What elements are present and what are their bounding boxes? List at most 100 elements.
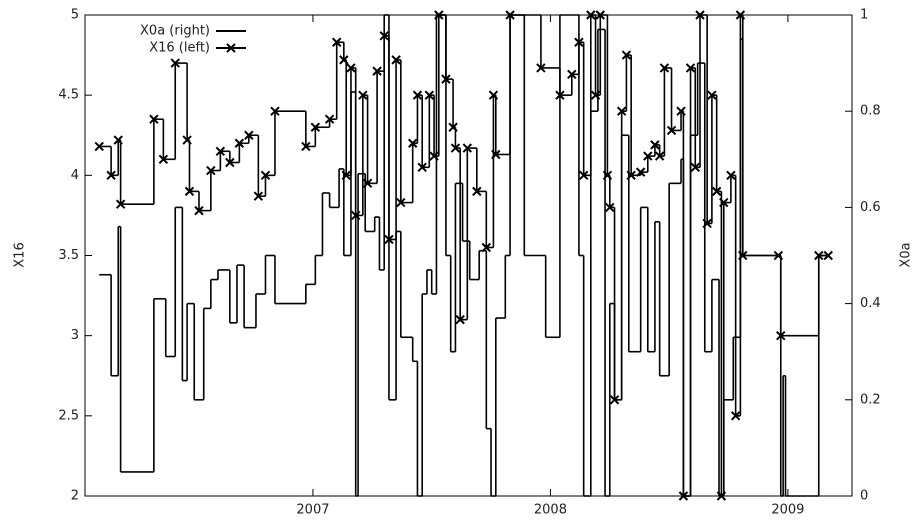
point-marker	[676, 106, 686, 116]
point-marker	[685, 63, 696, 73]
point-marker	[158, 154, 169, 165]
y2-tick-label: 0.6	[860, 200, 881, 215]
point-marker	[379, 31, 389, 41]
point-marker	[372, 66, 382, 76]
point-marker	[270, 106, 280, 116]
point-marker	[184, 186, 195, 197]
point-marker	[719, 197, 729, 208]
point-marker	[429, 151, 439, 161]
point-marker	[113, 135, 123, 145]
point-marker	[481, 242, 492, 253]
point-marker	[567, 69, 577, 80]
point-marker	[776, 330, 786, 341]
y-axis-label: X16	[13, 242, 28, 267]
point-marker	[586, 10, 596, 20]
point-marker	[773, 250, 784, 261]
point-marker	[690, 162, 700, 173]
x-tick-label: 2008	[534, 503, 567, 518]
point-marker	[578, 170, 589, 181]
point-marker	[234, 138, 245, 148]
y-tick-label: 3	[71, 328, 79, 343]
point-marker	[244, 130, 254, 140]
point-marker	[362, 178, 373, 189]
y2-tick-label: 0.2	[860, 392, 881, 407]
point-marker	[324, 114, 335, 124]
point-marker	[106, 170, 116, 181]
point-marker	[621, 50, 632, 60]
point-marker	[253, 191, 264, 201]
point-marker	[605, 202, 615, 213]
point-marker	[707, 90, 717, 100]
point-marker	[635, 167, 646, 177]
point-marker	[654, 151, 665, 161]
point-marker	[115, 199, 126, 209]
point-marker	[695, 10, 705, 20]
y-tick-label: 2.5	[58, 408, 79, 423]
point-marker	[194, 205, 204, 216]
point-marker	[738, 250, 748, 261]
point-marker	[650, 140, 660, 150]
point-marker	[170, 58, 180, 68]
point-marker	[149, 114, 159, 124]
point-marker	[491, 149, 501, 160]
point-marker	[412, 90, 423, 100]
y2-tick-label: 0.4	[860, 296, 881, 311]
point-marker	[726, 170, 736, 181]
point-marker	[626, 170, 636, 181]
x-tick-label: 2007	[296, 503, 329, 518]
point-marker	[462, 143, 473, 153]
point-marker	[384, 234, 394, 245]
point-marker	[206, 165, 216, 176]
point-marker	[455, 314, 465, 325]
x-tick-label: 2009	[771, 503, 804, 518]
point-marker	[590, 90, 601, 100]
point-marker	[536, 63, 546, 73]
point-marker	[441, 74, 451, 84]
point-marker	[595, 10, 605, 20]
point-marker	[616, 106, 627, 116]
y2-axis-label: X0a	[899, 242, 914, 267]
point-marker	[814, 250, 824, 261]
plot-frame	[84, 14, 853, 497]
y-tick-label: 3.5	[58, 248, 79, 263]
point-marker	[182, 135, 192, 145]
point-marker	[339, 55, 349, 65]
point-marker	[488, 90, 499, 100]
point-marker	[711, 186, 722, 197]
y-tick-label: 5	[71, 8, 79, 23]
point-marker	[215, 146, 226, 156]
point-marker	[666, 125, 677, 136]
point-marker	[735, 10, 746, 20]
point-marker	[310, 122, 321, 132]
legend-label: X16 (left)	[149, 41, 210, 56]
point-marker	[609, 395, 620, 405]
point-marker	[424, 90, 435, 100]
point-marker	[659, 63, 670, 73]
point-marker	[702, 218, 712, 229]
point-marker	[407, 138, 418, 148]
point-marker	[678, 491, 689, 501]
point-marker	[94, 141, 104, 152]
point-marker	[574, 37, 584, 47]
point-marker	[555, 90, 565, 100]
point-marker	[391, 55, 401, 65]
point-marker	[450, 143, 461, 153]
point-marker	[716, 491, 727, 501]
y-tick-label: 2	[71, 489, 79, 504]
point-marker	[434, 10, 444, 20]
point-marker	[602, 170, 613, 181]
point-marker	[396, 197, 406, 208]
point-marker	[225, 157, 235, 168]
point-marker	[823, 250, 833, 261]
point-marker	[417, 162, 427, 173]
point-marker	[505, 10, 515, 20]
point-marker	[730, 411, 741, 421]
legend-label: X0a (right)	[140, 24, 210, 39]
point-marker	[260, 170, 271, 181]
point-marker	[301, 141, 311, 152]
y-tick-label: 4	[71, 168, 79, 183]
point-marker	[332, 37, 342, 47]
y-tick-label: 4.5	[58, 88, 79, 103]
